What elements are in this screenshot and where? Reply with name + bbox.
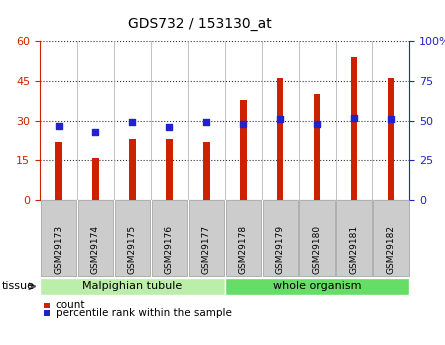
Point — [387, 116, 395, 122]
Text: count: count — [56, 300, 85, 310]
Text: GSM29182: GSM29182 — [386, 225, 396, 274]
Bar — [129, 139, 136, 200]
FancyBboxPatch shape — [40, 278, 225, 295]
Text: GSM29181: GSM29181 — [349, 225, 359, 274]
Text: whole organism: whole organism — [273, 282, 361, 291]
Point — [92, 129, 99, 135]
Text: GSM29178: GSM29178 — [239, 225, 248, 274]
Bar — [351, 57, 357, 200]
FancyBboxPatch shape — [225, 278, 409, 295]
Point — [351, 115, 358, 120]
Text: GSM29177: GSM29177 — [202, 225, 211, 274]
Text: percentile rank within the sample: percentile rank within the sample — [56, 308, 231, 318]
Text: GSM29179: GSM29179 — [275, 225, 285, 274]
Bar — [388, 78, 394, 200]
Text: GSM29175: GSM29175 — [128, 225, 137, 274]
Point — [129, 120, 136, 125]
Text: GSM29173: GSM29173 — [54, 225, 63, 274]
Bar — [203, 142, 210, 200]
Point — [239, 121, 247, 127]
Point — [203, 120, 210, 125]
Bar — [55, 142, 62, 200]
Text: GSM29174: GSM29174 — [91, 225, 100, 274]
Bar — [277, 78, 283, 200]
Point — [55, 123, 62, 128]
Bar — [92, 158, 99, 200]
Bar — [314, 94, 320, 200]
Point — [166, 124, 173, 130]
Point — [313, 121, 320, 127]
Text: tissue: tissue — [2, 282, 35, 291]
Bar — [166, 139, 173, 200]
Text: GSM29180: GSM29180 — [312, 225, 322, 274]
Text: GSM29176: GSM29176 — [165, 225, 174, 274]
Point — [277, 116, 284, 122]
Text: GDS732 / 153130_at: GDS732 / 153130_at — [128, 17, 272, 31]
Bar — [240, 100, 247, 200]
Text: Malpighian tubule: Malpighian tubule — [82, 282, 182, 291]
